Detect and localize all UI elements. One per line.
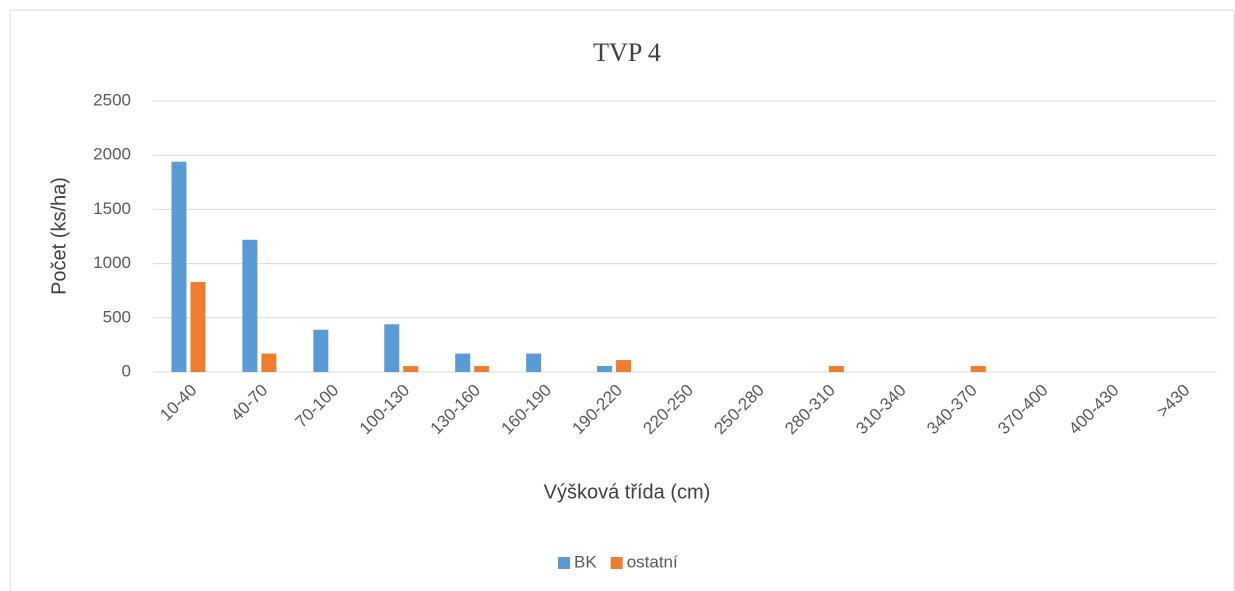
bar [970, 366, 986, 372]
chart-title: TVP 4 [593, 38, 661, 67]
bar [384, 324, 400, 372]
x-tick-label: 370-400 [994, 381, 1052, 439]
x-tick-label: 280-310 [781, 381, 839, 439]
chart-frame [9, 9, 1235, 591]
x-tick-label: 190-220 [569, 381, 627, 439]
bar [403, 366, 419, 372]
x-tick-label: 340-370 [923, 381, 981, 439]
bar [261, 353, 277, 372]
y-tick-label: 500 [103, 307, 131, 326]
legend-label: ostatní [627, 552, 678, 571]
x-tick-label: 250-280 [710, 381, 768, 439]
bar [190, 282, 206, 372]
x-tick-label: 40-70 [227, 381, 271, 425]
bar [455, 353, 471, 372]
bar [313, 329, 329, 372]
x-tick-label: 310-340 [852, 381, 910, 439]
x-tick-label: 10-40 [156, 381, 200, 425]
bar [828, 366, 844, 372]
x-axis-label: Výšková třída (cm) [544, 481, 711, 503]
x-tick-label: 100-130 [356, 381, 414, 439]
bar [242, 239, 258, 372]
x-tick-label: >430 [1153, 381, 1194, 422]
x-tick-label: 400-430 [1065, 381, 1123, 439]
legend-swatch [558, 557, 570, 569]
y-tick-label: 2500 [93, 90, 131, 109]
y-tick-label: 2000 [93, 145, 131, 164]
bar [526, 353, 542, 372]
y-tick-label: 0 [122, 361, 131, 380]
legend-label: BK [574, 552, 597, 571]
bar [474, 366, 490, 372]
x-tick-label: 160-190 [498, 381, 556, 439]
y-tick-label: 1000 [93, 253, 131, 272]
bar [616, 360, 632, 372]
bar [171, 161, 187, 372]
legend-swatch [610, 557, 623, 569]
y-tick-label: 1500 [93, 199, 131, 218]
bar [597, 366, 613, 372]
y-axis-label: Počet (ks/ha) [48, 177, 70, 295]
x-tick-label: 220-250 [639, 381, 697, 439]
x-tick-label: 130-160 [427, 381, 485, 439]
x-tick-label: 70-100 [291, 381, 342, 432]
